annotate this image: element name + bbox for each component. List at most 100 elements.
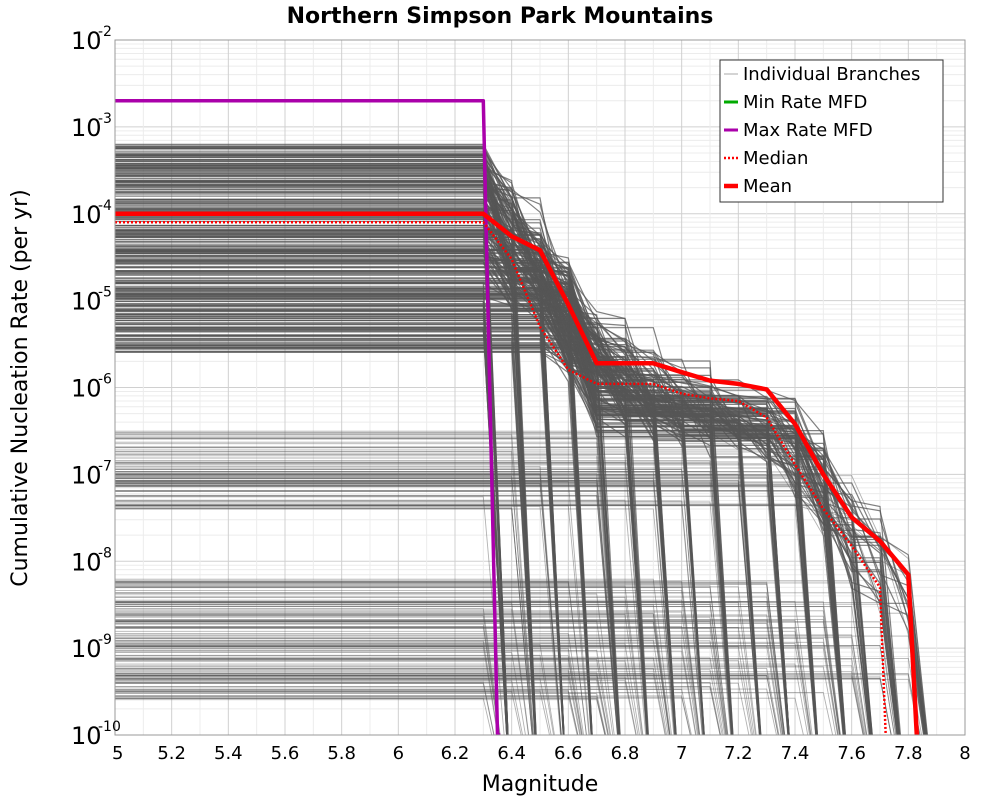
branch-line	[115, 674, 609, 735]
branch-line	[115, 697, 493, 735]
branch-line	[115, 350, 592, 735]
branch-line	[115, 494, 618, 735]
y-tick-exponent: -4	[98, 198, 112, 214]
y-tick-exponent: -7	[98, 458, 112, 474]
x-tick-label: 7.8	[894, 743, 923, 764]
branch-line	[115, 451, 873, 735]
branch-line	[115, 682, 750, 735]
branch-line	[115, 438, 620, 735]
x-tick-label: 5.2	[157, 743, 186, 764]
branch-line	[115, 432, 761, 735]
branch-line	[115, 696, 606, 735]
y-tick-label: 10	[71, 288, 102, 316]
branch-line	[115, 612, 671, 735]
branch-line	[115, 486, 928, 735]
y-tick-exponent: -9	[98, 632, 112, 648]
branch-line	[115, 693, 607, 735]
branch-line	[115, 644, 895, 735]
branch-line	[115, 620, 670, 735]
branch-line	[115, 697, 804, 735]
branch-line	[115, 691, 579, 735]
branch-line	[115, 614, 784, 735]
branch-line	[115, 673, 921, 735]
branch-line	[115, 623, 500, 735]
branch-line	[115, 659, 611, 735]
branch-line	[115, 582, 587, 735]
branch-line	[115, 585, 644, 735]
branch-line	[115, 602, 530, 735]
branch-line	[115, 665, 865, 735]
branch-line	[115, 503, 817, 735]
branch-line	[115, 473, 619, 735]
branch-line	[115, 671, 865, 735]
branch-line	[115, 648, 583, 735]
branch-line	[115, 460, 732, 735]
branch-line	[115, 643, 640, 735]
branch-line	[115, 289, 508, 735]
branch-line	[115, 443, 926, 735]
y-tick-exponent: -10	[98, 719, 121, 735]
branch-line	[115, 455, 619, 735]
branch-line	[115, 482, 619, 735]
branch-line	[115, 473, 562, 735]
branch-line	[115, 593, 615, 735]
legend: Individual Branches Min Rate MFD Max Rate …	[719, 59, 944, 203]
branch-line	[115, 608, 501, 735]
branch-line	[115, 698, 606, 735]
x-tick-label: 5.6	[271, 743, 300, 764]
branch-line	[115, 669, 581, 735]
branch-line	[115, 637, 783, 735]
y-tick-label: 10	[71, 722, 102, 750]
legend-label: Max Rate MFD	[743, 120, 873, 141]
branch-line	[115, 451, 534, 735]
branch-line	[115, 619, 784, 735]
x-tick-label: 6.2	[441, 743, 470, 764]
branch-line	[115, 642, 810, 735]
branch-line	[115, 643, 555, 735]
x-tick-label: 5.4	[214, 743, 243, 764]
branch-line	[115, 470, 789, 735]
branch-line	[115, 666, 837, 735]
legend-label: Median	[743, 148, 808, 169]
branch-line	[115, 683, 495, 735]
branch-line	[115, 678, 892, 735]
branch-line	[115, 462, 732, 735]
branch-line	[115, 675, 779, 735]
branch-line	[115, 626, 500, 735]
branch-line	[115, 652, 526, 735]
branch-line	[115, 613, 642, 735]
branch-line	[115, 639, 669, 735]
branch-line	[115, 467, 789, 735]
chart-title: Northern Simpson Park Mountains	[287, 4, 714, 29]
branch-line	[115, 621, 670, 735]
legend-label: Individual Branches	[743, 64, 920, 85]
branch-line	[115, 637, 839, 735]
branch-line	[115, 686, 721, 735]
branch-line	[115, 254, 817, 735]
branch-line	[115, 326, 564, 735]
branch-line	[115, 449, 761, 735]
branch-line	[115, 489, 817, 735]
branch-line	[115, 672, 609, 735]
branch-line	[115, 328, 508, 735]
branch-line	[115, 338, 928, 735]
branch-line	[115, 635, 924, 735]
branch-line	[115, 647, 838, 735]
branch-line	[115, 490, 926, 735]
branch-line	[115, 623, 784, 735]
branch-line	[115, 250, 818, 735]
branch-line	[115, 230, 872, 735]
branch-line	[115, 156, 650, 735]
branch-line	[115, 601, 841, 735]
branch-line	[115, 505, 561, 735]
x-tick-label: 7.6	[837, 743, 866, 764]
y-tick-exponent: -6	[98, 372, 112, 388]
branch-line	[115, 482, 562, 735]
branch-line	[115, 681, 495, 735]
x-tick-label: 8	[959, 743, 970, 764]
y-tick-label: 10	[71, 201, 102, 229]
branch-line	[115, 686, 721, 735]
branch-line	[115, 655, 583, 735]
branch-line	[115, 145, 593, 735]
